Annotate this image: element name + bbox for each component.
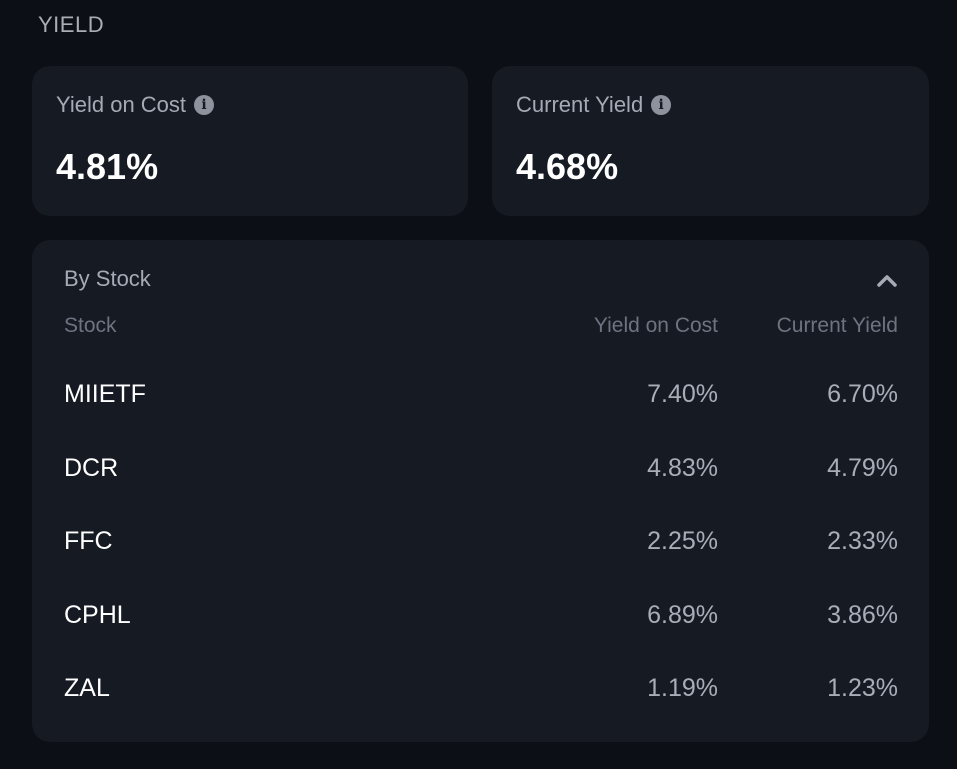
column-header-yield-on-cost: Yield on Cost bbox=[593, 314, 718, 337]
stock-current-yield: 4.79% bbox=[827, 453, 898, 482]
info-icon[interactable]: i bbox=[194, 95, 215, 115]
yield-on-cost-card: Yield on Cost i 4.81% bbox=[32, 66, 468, 216]
stock-name: CPHL bbox=[64, 600, 131, 629]
table-row: ZAL 1.19% 1.23% bbox=[32, 652, 929, 726]
yield-on-cost-label-row: Yield on Cost i bbox=[56, 92, 215, 118]
stock-current-yield: 6.70% bbox=[827, 380, 898, 408]
yield-on-cost-label: Yield on Cost bbox=[56, 92, 187, 117]
table-row: FFC 2.25% 2.33% bbox=[32, 505, 929, 579]
stock-current-yield: 3.86% bbox=[827, 600, 898, 629]
chevron-up-icon bbox=[877, 275, 897, 287]
stock-yield-on-cost: 4.83% bbox=[647, 453, 718, 482]
stock-yield-on-cost: 1.19% bbox=[647, 674, 718, 702]
table-row: DCR 4.83% 4.79% bbox=[32, 432, 929, 506]
table-row: MIIETF 7.40% 6.70% bbox=[32, 358, 929, 432]
stock-table-body: MIIETF 7.40% 6.70% DCR 4.83% 4.79% FFC 2… bbox=[32, 358, 929, 726]
collapse-button[interactable] bbox=[875, 270, 899, 290]
current-yield-card: Current Yield i 4.68% bbox=[492, 66, 929, 216]
current-yield-value: 4.68% bbox=[516, 146, 619, 187]
by-stock-title: By Stock bbox=[64, 266, 151, 291]
stock-current-yield: 1.23% bbox=[827, 674, 898, 702]
stock-name: FFC bbox=[64, 527, 113, 555]
yield-on-cost-value: 4.81% bbox=[56, 146, 159, 187]
table-row: CPHL 6.89% 3.86% bbox=[32, 579, 929, 653]
stock-yield-on-cost: 6.89% bbox=[647, 600, 718, 629]
column-header-stock: Stock bbox=[64, 314, 117, 337]
by-stock-card: By Stock Stock Yield on Cost Current Yie… bbox=[32, 240, 929, 742]
stock-current-yield: 2.33% bbox=[827, 527, 898, 555]
info-icon[interactable]: i bbox=[651, 95, 672, 115]
stock-name: DCR bbox=[64, 453, 119, 482]
stock-yield-on-cost: 2.25% bbox=[647, 527, 718, 555]
current-yield-label: Current Yield bbox=[516, 92, 644, 117]
section-title: YIELD bbox=[38, 12, 105, 37]
stock-name: MIIETF bbox=[64, 380, 146, 408]
stock-yield-on-cost: 7.40% bbox=[647, 380, 718, 408]
column-header-current-yield: Current Yield bbox=[776, 314, 898, 337]
current-yield-label-row: Current Yield i bbox=[516, 92, 672, 118]
stock-name: ZAL bbox=[64, 674, 110, 702]
